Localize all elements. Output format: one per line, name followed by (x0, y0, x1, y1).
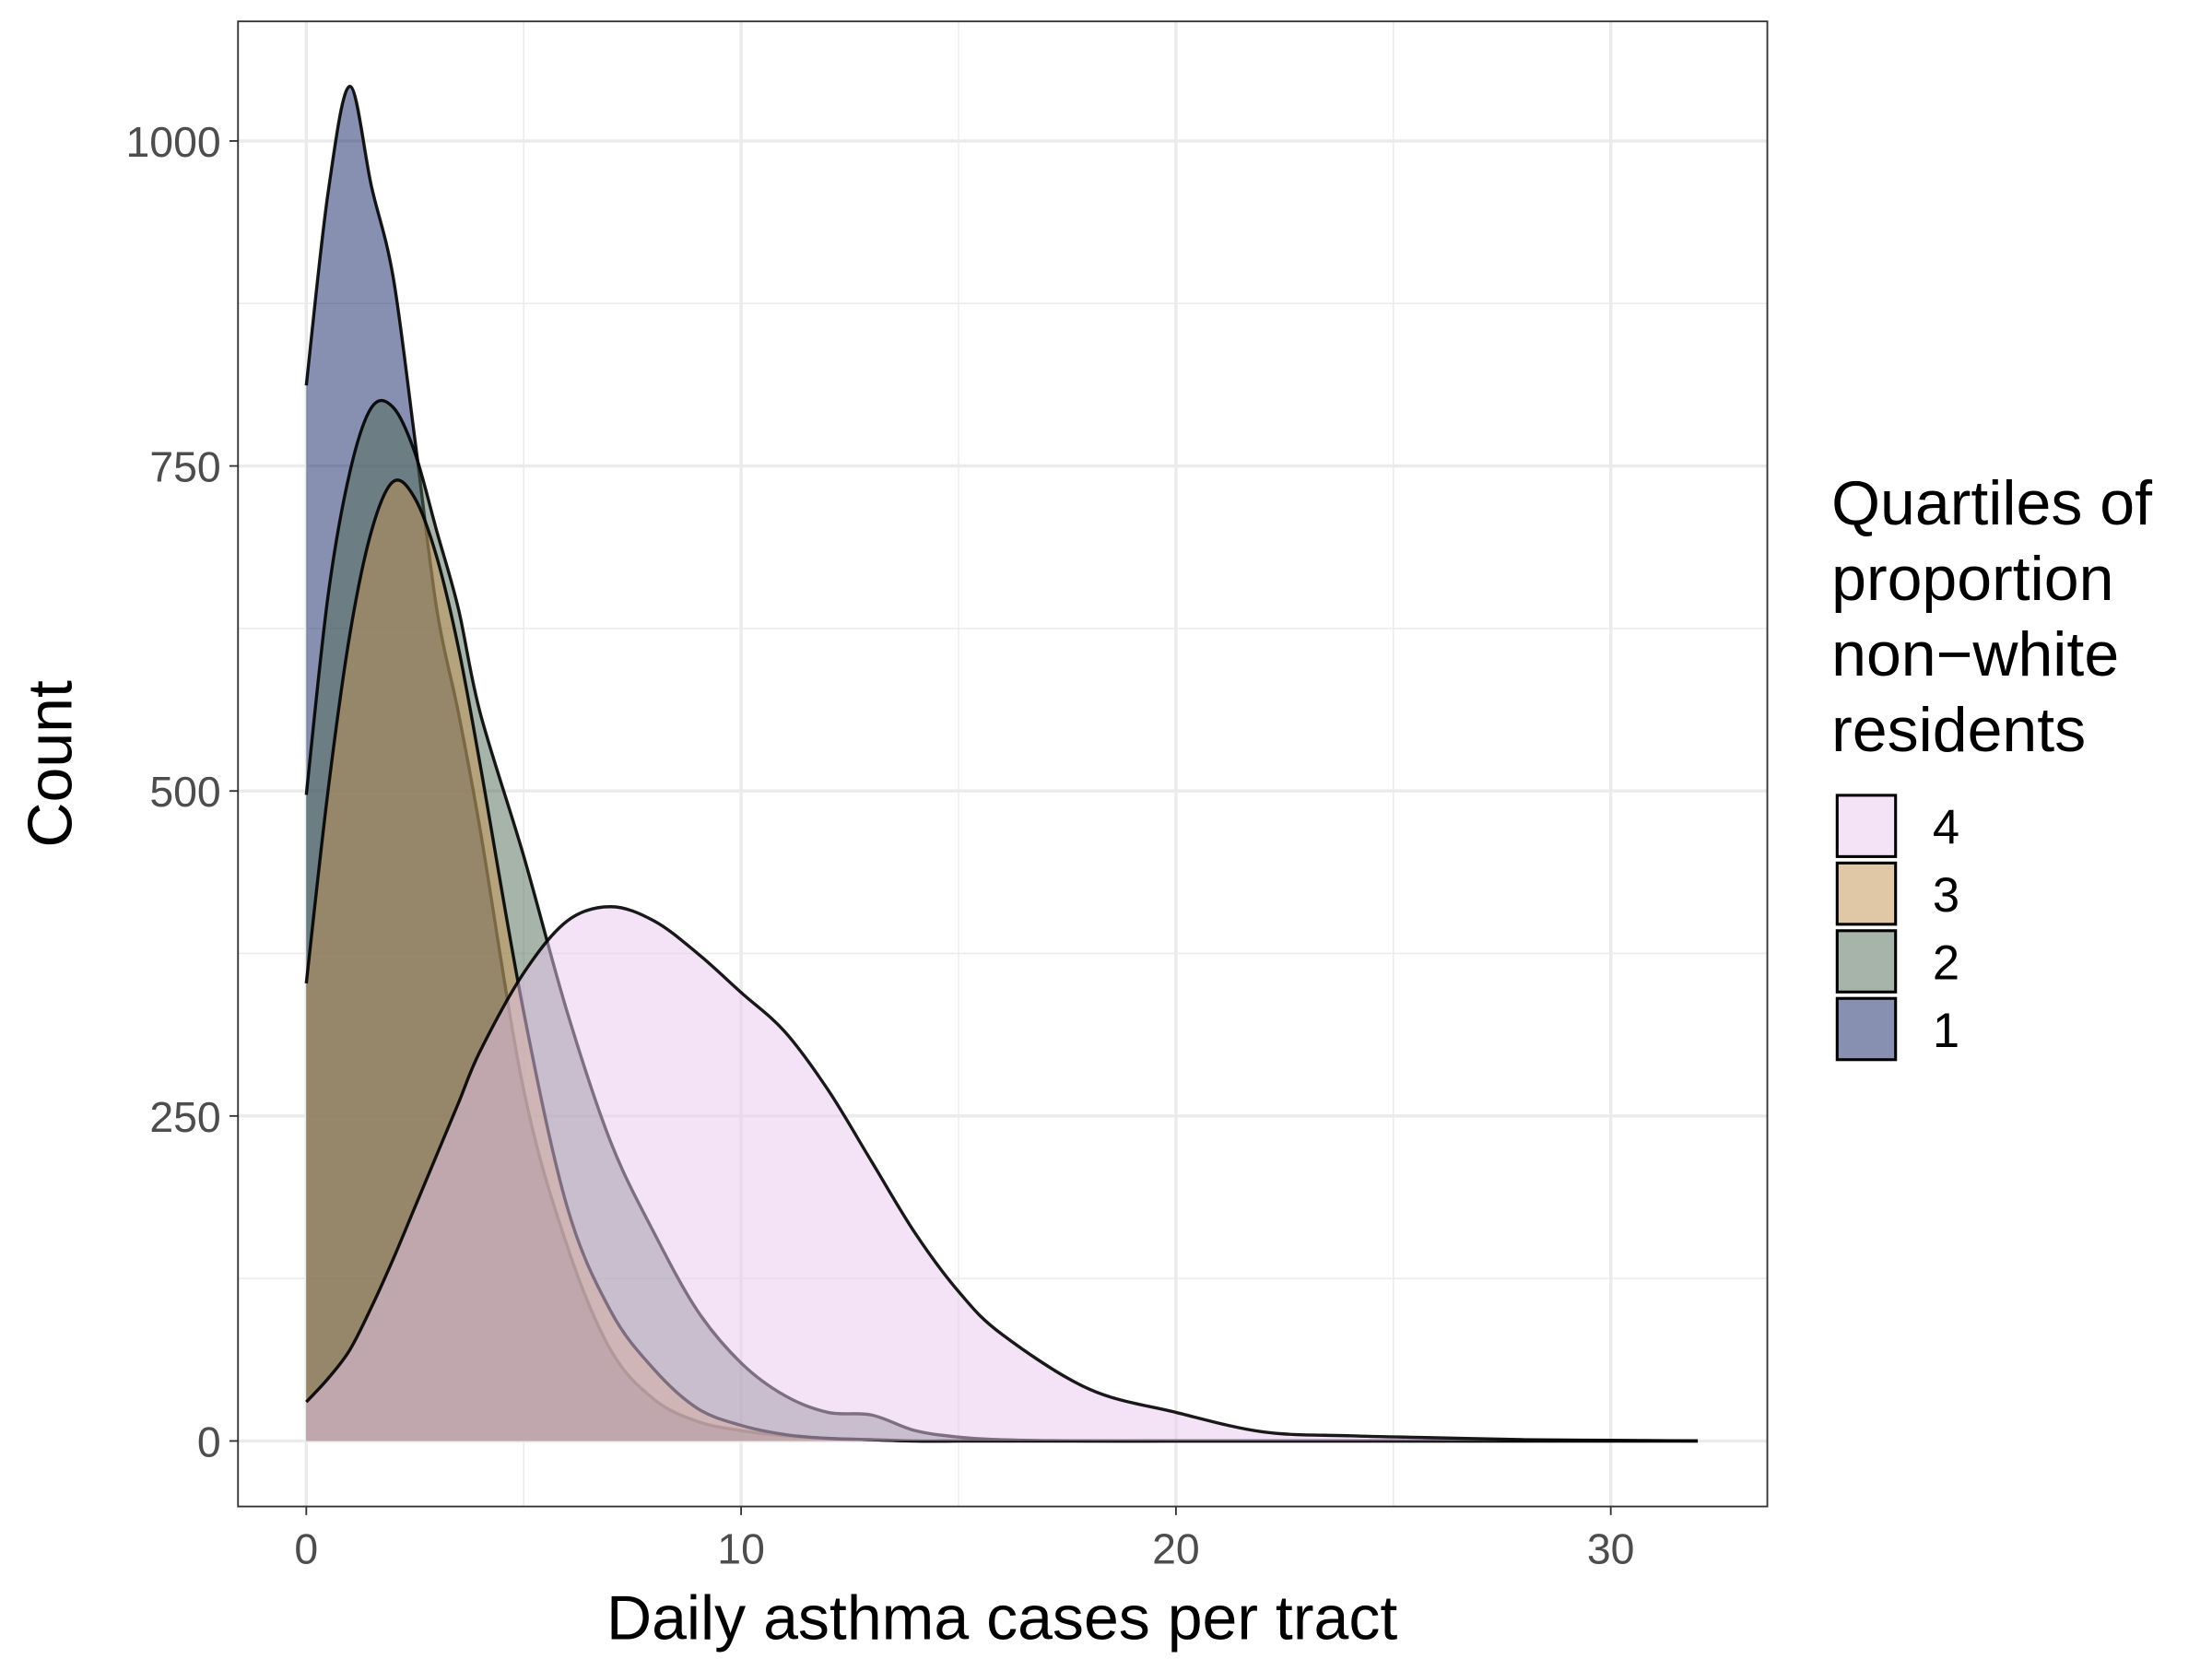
x-tick-label: 0 (294, 1524, 318, 1572)
areas (304, 85, 1699, 1443)
x-tick-label: 10 (717, 1524, 765, 1572)
legend-swatch (1835, 861, 1898, 926)
x-tick-label: 20 (1152, 1524, 1200, 1572)
y-tick-label: 1000 (126, 118, 221, 166)
legend-label: 4 (1933, 800, 1959, 854)
density-outline (305, 905, 1699, 1443)
y-tick-label: 750 (149, 443, 220, 491)
legend-label: 3 (1933, 868, 1959, 923)
legend-swatch (1835, 794, 1898, 858)
legend-title: proportion (1831, 544, 2113, 614)
y-axis-title: Count (15, 680, 85, 848)
y-tick-label: 0 (197, 1418, 221, 1465)
legend-swatch (1835, 929, 1898, 994)
x-tick-label: 30 (1587, 1524, 1635, 1572)
panel-border (237, 20, 1769, 1508)
y-tick-label: 500 (149, 768, 220, 816)
legend-title: residents (1831, 695, 2086, 765)
density-area (306, 906, 1699, 1441)
legend-label: 1 (1933, 1004, 1959, 1058)
legend-title: non−white (1831, 619, 2119, 689)
legend: Quartiles ofproportionnon−whiteresidents… (1831, 468, 2152, 1062)
axes: 0 250 500 750 1000 0 10 20 30 (126, 118, 1635, 1572)
x-axis-title: Daily asthma cases per tract (606, 1583, 1397, 1653)
legend-swatch (1835, 996, 1898, 1062)
legend-title: Quartiles of (1831, 468, 2152, 538)
y-tick-label: 250 (149, 1093, 220, 1141)
legend-label: 2 (1933, 935, 1959, 990)
